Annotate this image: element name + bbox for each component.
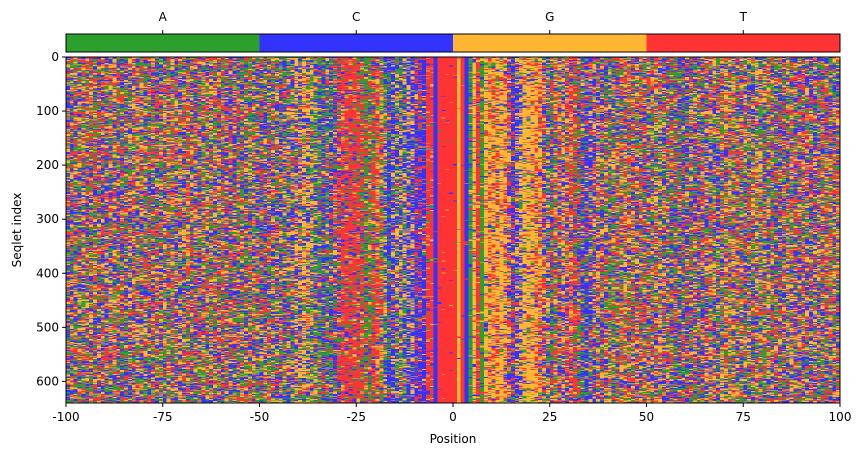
x-tick-label: -25 — [346, 410, 366, 424]
x-tick-label: 0 — [449, 410, 457, 424]
colorbar-segment-t — [646, 34, 840, 52]
x-axis: -100 -75 -50 -25 0 25 50 75 100 — [52, 403, 851, 424]
y-tick-label: 300 — [36, 212, 59, 226]
y-tick-label: 100 — [36, 104, 59, 118]
x-tick-label: -100 — [52, 410, 79, 424]
x-tick-label: -75 — [153, 410, 173, 424]
colorbar-label-g: G — [545, 10, 554, 24]
y-tick-label: 0 — [51, 50, 59, 64]
x-tick-label: 50 — [639, 410, 654, 424]
colorbar-frame — [65, 33, 841, 53]
x-tick-label: 25 — [542, 410, 557, 424]
x-axis-label: Position — [430, 432, 477, 446]
y-axis-label: Seqlet index — [10, 193, 24, 268]
colorbar-segment-c — [259, 34, 453, 52]
heatmap — [66, 57, 840, 403]
x-tick-label: 100 — [829, 410, 852, 424]
plot-frame — [65, 56, 841, 404]
y-axis: 0 100 200 300 400 500 600 — [36, 50, 66, 388]
y-tick-label: 600 — [36, 374, 59, 388]
colorbar-segment-a — [66, 34, 260, 52]
y-tick-label: 200 — [36, 158, 59, 172]
y-tick-label: 500 — [36, 320, 59, 334]
colorbar-label-a: A — [159, 10, 168, 24]
y-tick-label: 400 — [36, 266, 59, 280]
x-tick-label: -50 — [250, 410, 270, 424]
colorbar-segment-g — [453, 34, 647, 52]
colorbar-label-c: C — [352, 10, 360, 24]
x-tick-label: 75 — [736, 410, 751, 424]
heatmap-image — [66, 57, 840, 403]
colorbar-label-t: T — [739, 10, 748, 24]
